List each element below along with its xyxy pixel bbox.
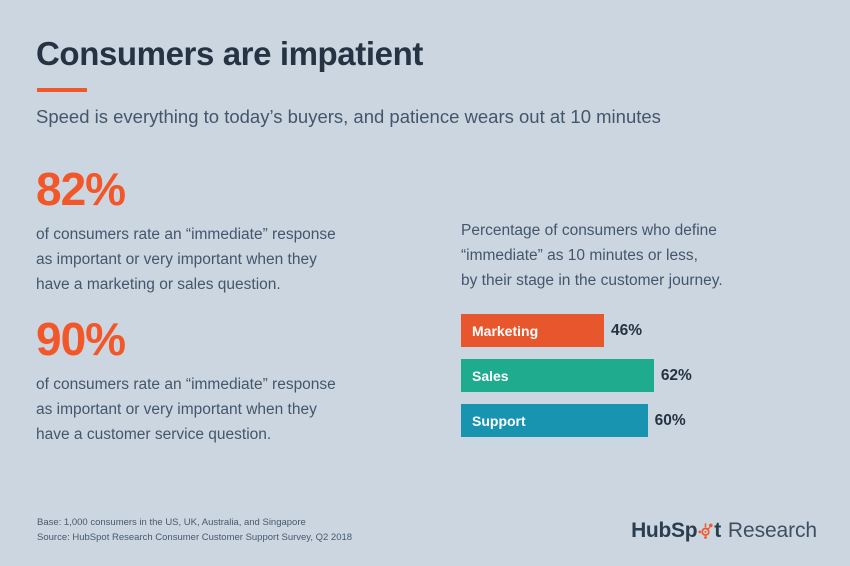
stat-description: of consumers rate an “immediate” respons… — [36, 226, 336, 294]
chart-bar: Marketing — [461, 314, 605, 348]
stat-block-marketing-sales: 82% of consumers rate an “immediate” res… — [36, 166, 436, 297]
chart-bar-label: Support — [472, 412, 526, 429]
chart-bar-label: Sales — [472, 367, 509, 384]
chart-bar-row: Marketing 46% — [461, 314, 821, 348]
chart-bar-value: 46% — [611, 321, 643, 339]
chart-caption: Percentage of consumers who define “imme… — [461, 222, 723, 290]
title-accent-rule — [37, 88, 87, 92]
stat-value: 82% — [36, 163, 126, 215]
footer-source-note: Base: 1,000 consumers in the US, UK, Aus… — [37, 517, 353, 544]
logo-brand-text-end: t — [714, 519, 721, 542]
page-title: Consumers are impatient — [36, 35, 423, 72]
bar-chart: Percentage of consumers who define “imme… — [461, 218, 821, 438]
chart-bar-value: 60% — [654, 411, 686, 429]
stat-description: of consumers rate an “immediate” respons… — [36, 376, 336, 444]
hubspot-research-logo: HubSp t Research — [631, 519, 817, 543]
chart-bar-row: Sales 62% — [461, 359, 821, 393]
hubspot-sprocket-icon — [697, 522, 714, 539]
chart-bar-label: Marketing — [472, 322, 539, 339]
chart-bars: Marketing 46% Sales 62% Support 60% — [461, 314, 821, 438]
stat-block-customer-service: 90% of consumers rate an “immediate” res… — [36, 316, 436, 447]
logo-brand-text: HubSp — [631, 519, 698, 542]
chart-bar-row: Support 60% — [461, 404, 821, 438]
page-subtitle: Speed is everything to today’s buyers, a… — [36, 106, 661, 127]
chart-bar: Sales — [461, 359, 654, 393]
chart-bar-value: 62% — [660, 366, 692, 384]
stat-value: 90% — [36, 313, 126, 365]
chart-bar: Support — [461, 404, 648, 438]
logo-product-name: Research — [727, 519, 817, 542]
